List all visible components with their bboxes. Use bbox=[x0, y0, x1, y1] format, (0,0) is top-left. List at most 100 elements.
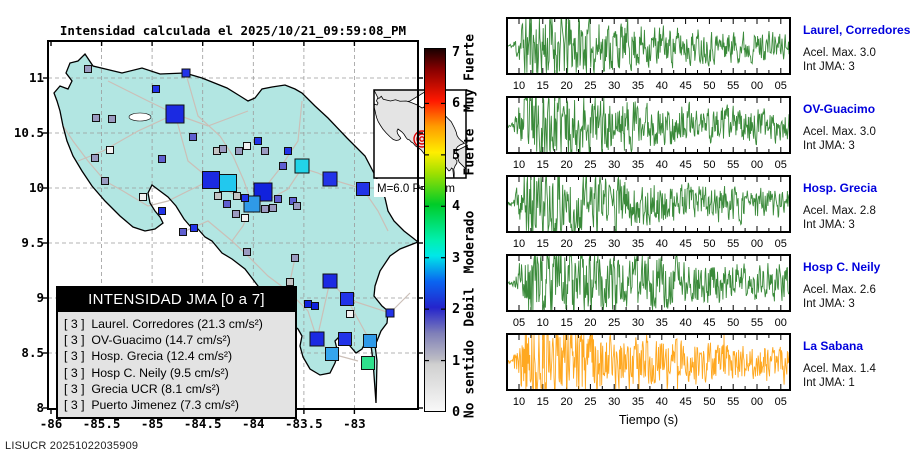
intensity-marker bbox=[311, 302, 319, 310]
time-tick-label: 35 bbox=[631, 238, 645, 250]
seismogram-trace bbox=[508, 335, 789, 389]
time-axis-panel-2: 10 15 20 25 30 35 40 45 50 55 00 05 bbox=[506, 159, 796, 172]
intensity-marker bbox=[385, 308, 395, 318]
time-tick-label: 15 bbox=[536, 238, 549, 250]
intensity-marker bbox=[189, 133, 197, 141]
intensity-marker bbox=[261, 147, 269, 155]
station-name: Hosp C. Neily bbox=[803, 260, 881, 274]
intensity-marker bbox=[241, 194, 249, 202]
station-name: La Sabana bbox=[803, 339, 864, 353]
intensity-marker bbox=[139, 193, 147, 201]
intensity-marker bbox=[190, 224, 198, 232]
legend-entry: [ 3 ] Puerto Jimenez (7.3 cm/s²) bbox=[64, 398, 239, 413]
time-axis-title: Tiempo (s) bbox=[618, 413, 679, 427]
time-tick-label: 35 bbox=[655, 317, 668, 329]
lat-tick-label: 9.5 bbox=[21, 235, 44, 250]
time-tick-label: 50 bbox=[703, 238, 716, 250]
lon-tick-label: -83 bbox=[343, 416, 366, 431]
intensity-marker bbox=[243, 248, 251, 256]
time-axis-panel-1: 10 15 20 25 30 35 40 45 50 55 00 05 bbox=[506, 80, 796, 93]
time-tick-label: 45 bbox=[703, 317, 716, 329]
intensity-marker bbox=[304, 300, 312, 308]
time-tick-label: 20 bbox=[560, 238, 573, 250]
intensity-marker bbox=[235, 147, 243, 155]
waveform-panel-guacimo bbox=[506, 96, 791, 154]
intensity-marker bbox=[338, 332, 352, 346]
intensity-marker bbox=[101, 177, 109, 185]
colorbar-tick-label: 0 bbox=[452, 404, 461, 420]
time-tick-label: 00 bbox=[750, 238, 764, 250]
time-tick-label: 20 bbox=[560, 80, 573, 92]
intensity-marker bbox=[274, 195, 282, 203]
intensity-marker bbox=[293, 202, 301, 210]
intensity-marker bbox=[356, 182, 370, 196]
time-tick-label: 25 bbox=[584, 396, 597, 408]
footer-watermark: LISUCR 20251022035909 bbox=[5, 440, 139, 452]
lake-arenal bbox=[128, 112, 152, 122]
intensity-marker bbox=[223, 200, 231, 208]
intensity-marker bbox=[322, 273, 338, 289]
time-tick-label: 10 bbox=[512, 80, 526, 92]
time-tick-label: 30 bbox=[608, 80, 621, 92]
time-tick-label: 45 bbox=[679, 238, 692, 250]
colorbar-tick-label: 4 bbox=[452, 198, 461, 215]
time-tick-label: 00 bbox=[750, 159, 764, 171]
lon-tick-label: -86 bbox=[39, 416, 63, 431]
colorbar-tick-label: 5 bbox=[452, 146, 461, 163]
station-acel-max: Acel. Max. 2.8 bbox=[803, 205, 876, 217]
time-tick-label: 25 bbox=[608, 317, 621, 329]
colorbar-category-label: Muy Fuerte bbox=[462, 33, 478, 112]
station-intensity-markers bbox=[84, 65, 395, 370]
intensity-marker bbox=[269, 204, 277, 212]
station-acel-max: Acel. Max. 1.4 bbox=[803, 363, 876, 375]
time-tick-label: 15 bbox=[536, 396, 549, 408]
time-tick-label: 00 bbox=[750, 396, 764, 408]
intensity-marker bbox=[158, 207, 166, 215]
time-tick-label: 55 bbox=[727, 396, 740, 408]
colorbar-category-label: Debil bbox=[462, 286, 478, 327]
time-tick-label: 50 bbox=[727, 317, 740, 329]
intensity-marker bbox=[152, 85, 160, 93]
lat-tick-label: 8.5 bbox=[21, 345, 44, 360]
time-tick-label: 40 bbox=[655, 80, 668, 92]
intensity-marker bbox=[243, 142, 251, 150]
intensity-marker bbox=[92, 114, 100, 122]
intensity-marker bbox=[232, 210, 240, 218]
time-axis-panel-3: 10 15 20 25 30 35 40 45 50 55 00 05 bbox=[506, 238, 796, 251]
time-tick-label: 00 bbox=[750, 80, 764, 92]
time-tick-label: 55 bbox=[727, 238, 740, 250]
colorbar-tick-label: 3 bbox=[452, 249, 461, 266]
lat-tick-label: 9 bbox=[36, 290, 44, 305]
time-tick-label: 30 bbox=[608, 396, 621, 408]
time-tick-label: 05 bbox=[774, 159, 787, 171]
lat-tick-label: 11 bbox=[28, 70, 44, 85]
colorbar-tick-label: 1 bbox=[452, 352, 461, 369]
waveform-panel-neily bbox=[506, 254, 791, 312]
intensity-marker bbox=[325, 347, 339, 361]
legend-entry: [ 3 ] Hosp. Grecia (12.4 cm/s²) bbox=[64, 349, 233, 364]
lat-tick-label: 10.5 bbox=[13, 125, 44, 140]
time-tick-label: 15 bbox=[536, 80, 549, 92]
intensity-marker bbox=[322, 171, 338, 187]
time-axis-panel-4: 05 10 15 20 25 30 35 40 45 50 55 00 bbox=[506, 317, 796, 330]
station-int-jma: Int JMA: 1 bbox=[803, 377, 855, 389]
time-tick-label: 35 bbox=[631, 80, 645, 92]
legend-entries: [ 3 ] Laurel. Corredores (21.3 cm/s²) [ 3… bbox=[58, 312, 295, 417]
station-acel-max: Acel. Max. 3.0 bbox=[803, 47, 876, 59]
colorbar-tick-label: 7 bbox=[452, 43, 461, 60]
time-tick-label: 05 bbox=[774, 80, 787, 92]
colorbar-tick-label: 2 bbox=[452, 301, 461, 318]
intensity-marker bbox=[219, 145, 227, 153]
time-tick-label: 50 bbox=[703, 159, 716, 171]
time-tick-label: 05 bbox=[512, 317, 526, 329]
station-int-jma: Int JMA: 3 bbox=[803, 140, 855, 152]
seismogram-trace bbox=[508, 256, 789, 310]
intensity-marker bbox=[219, 174, 237, 192]
intensity-marker bbox=[181, 68, 191, 78]
time-tick-label: 25 bbox=[584, 80, 597, 92]
intensity-marker bbox=[291, 254, 299, 262]
figure-title: Intensidad calculada el 2025/10/21_09:59… bbox=[59, 23, 407, 38]
station-name: Hosp. Grecia bbox=[803, 181, 878, 195]
station-name: Laurel, Corredores bbox=[803, 23, 910, 37]
